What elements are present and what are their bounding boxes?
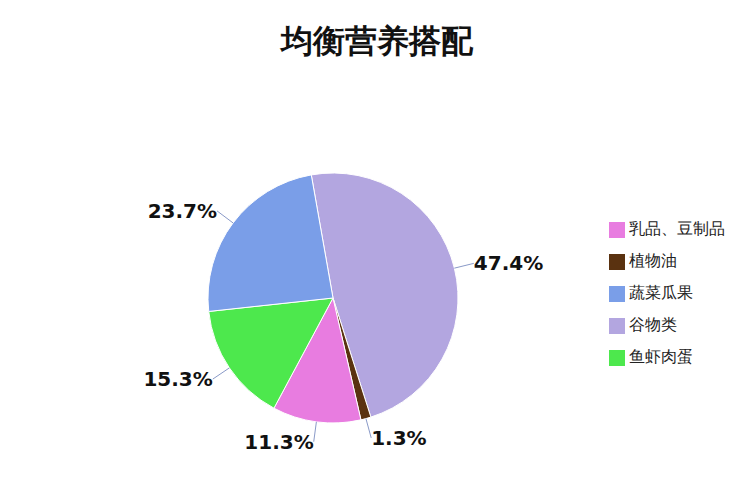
html-text:植物油: 植物油 [629, 251, 677, 270]
svg-text:23.7%: 23.7% [148, 199, 217, 223]
svg-text:11.3%: 11.3% [244, 430, 313, 454]
svg-text:1.3%: 1.3% [371, 426, 426, 450]
html-text:鱼虾肉蛋: 鱼虾肉蛋 [629, 347, 693, 366]
svg-text:47.4%: 47.4% [474, 251, 543, 275]
html-text:谷物类: 谷物类 [629, 315, 677, 334]
html-text:均衡营养搭配: 均衡营养搭配 [280, 22, 473, 60]
html-text:乳品、豆制品: 乳品、豆制品 [629, 219, 725, 238]
html-text:蔬菜瓜果: 蔬菜瓜果 [629, 283, 693, 302]
svg-text:15.3%: 15.3% [143, 367, 212, 391]
